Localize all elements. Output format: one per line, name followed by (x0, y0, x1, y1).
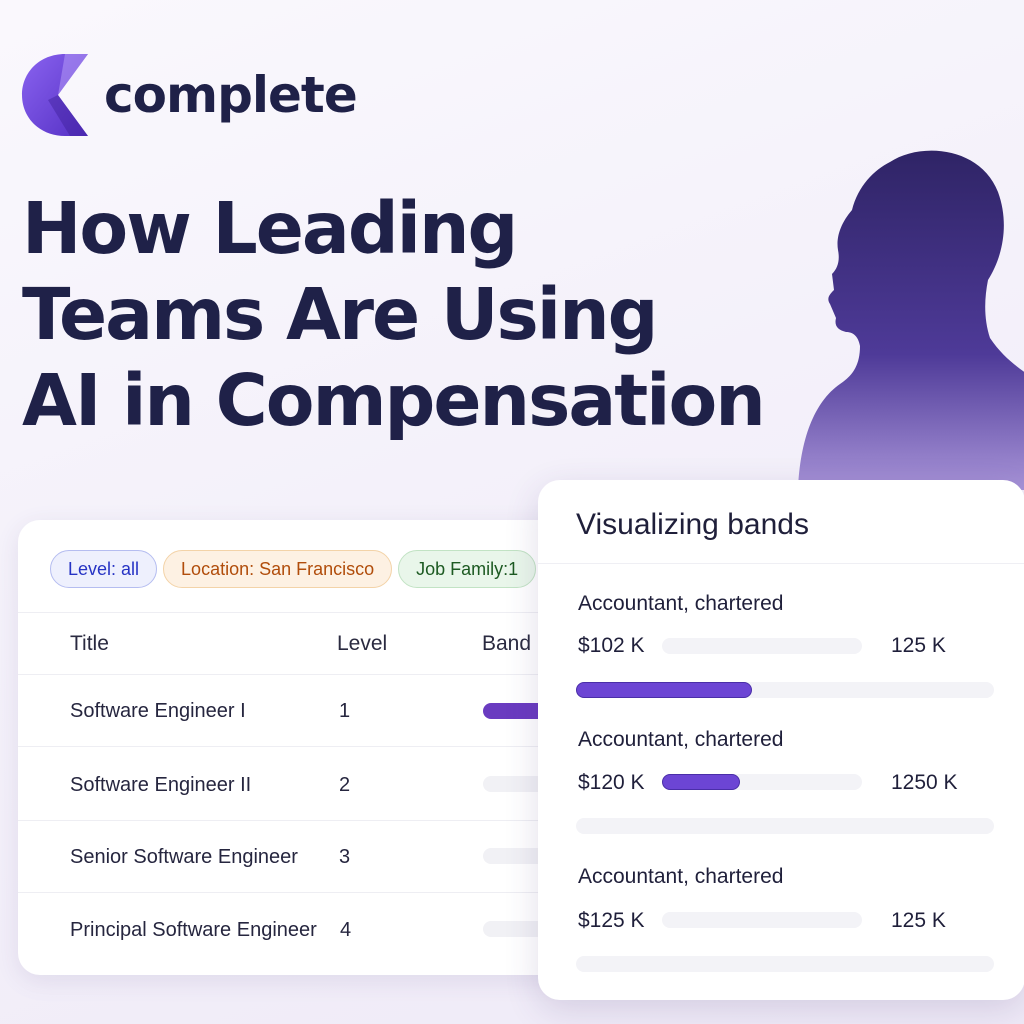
person-silhouette-icon (798, 150, 1024, 490)
band-bar-track (576, 956, 994, 972)
headline-line-3: AI in Compensation (22, 359, 766, 442)
row-title: Principal Software Engineer (70, 919, 317, 941)
filter-chip-location[interactable]: Location: San Francisco (163, 550, 393, 588)
band-range-track (662, 912, 862, 928)
column-header-title[interactable]: Title (70, 632, 109, 655)
band-range-track (662, 774, 862, 790)
filter-bar: Level: all Location: San Francisco Job F… (50, 550, 537, 588)
band-range-fill (662, 774, 740, 790)
band-bar-track (576, 818, 994, 834)
card-divider (538, 563, 1024, 564)
brand-logo[interactable]: complete (20, 52, 358, 138)
bands-card-title: Visualizing bands (576, 508, 809, 541)
band-min-value: $120 K (578, 771, 645, 794)
band-bar-track (576, 682, 994, 698)
band-role-name: Accountant, chartered (578, 592, 784, 615)
visualizing-bands-card: Visualizing bands Accountant, chartered … (538, 480, 1024, 1000)
row-level: 1 (339, 700, 351, 722)
table-divider (18, 820, 578, 821)
headline-line-2: Teams Are Using (22, 273, 658, 356)
filter-chip-level[interactable]: Level: all (50, 550, 158, 588)
row-title: Software Engineer I (70, 700, 246, 722)
brand-name: complete (104, 66, 358, 124)
band-min-value: $125 K (578, 909, 645, 932)
row-level: 3 (339, 846, 351, 868)
band-max-value: 125 K (891, 909, 946, 932)
band-max-value: 1250 K (891, 771, 958, 794)
band-max-value: 125 K (891, 634, 946, 657)
c-logo-icon (22, 54, 88, 136)
compensation-table-card: Level: all Location: San Francisco Job F… (18, 520, 578, 975)
row-level: 2 (339, 774, 351, 796)
row-level: 4 (340, 919, 352, 941)
headline-line-1: How Leading (22, 187, 518, 270)
band-min-value: $102 K (578, 634, 645, 657)
table-divider (18, 612, 578, 613)
band-role-name: Accountant, chartered (578, 865, 784, 888)
table-divider (18, 746, 578, 747)
column-header-level[interactable]: Level (337, 632, 388, 655)
row-title: Senior Software Engineer (70, 846, 298, 868)
band-bar-fill (576, 682, 752, 698)
row-title: Software Engineer II (70, 774, 252, 796)
band-role-name: Accountant, chartered (578, 728, 784, 751)
filter-chip-job-family[interactable]: Job Family:1 (398, 550, 537, 588)
column-header-band[interactable]: Band (482, 632, 532, 655)
table-divider (18, 892, 578, 893)
band-range-track (662, 638, 862, 654)
table-divider (18, 674, 578, 675)
page-headline: How Leading Teams Are Using AI in Compen… (22, 186, 822, 444)
